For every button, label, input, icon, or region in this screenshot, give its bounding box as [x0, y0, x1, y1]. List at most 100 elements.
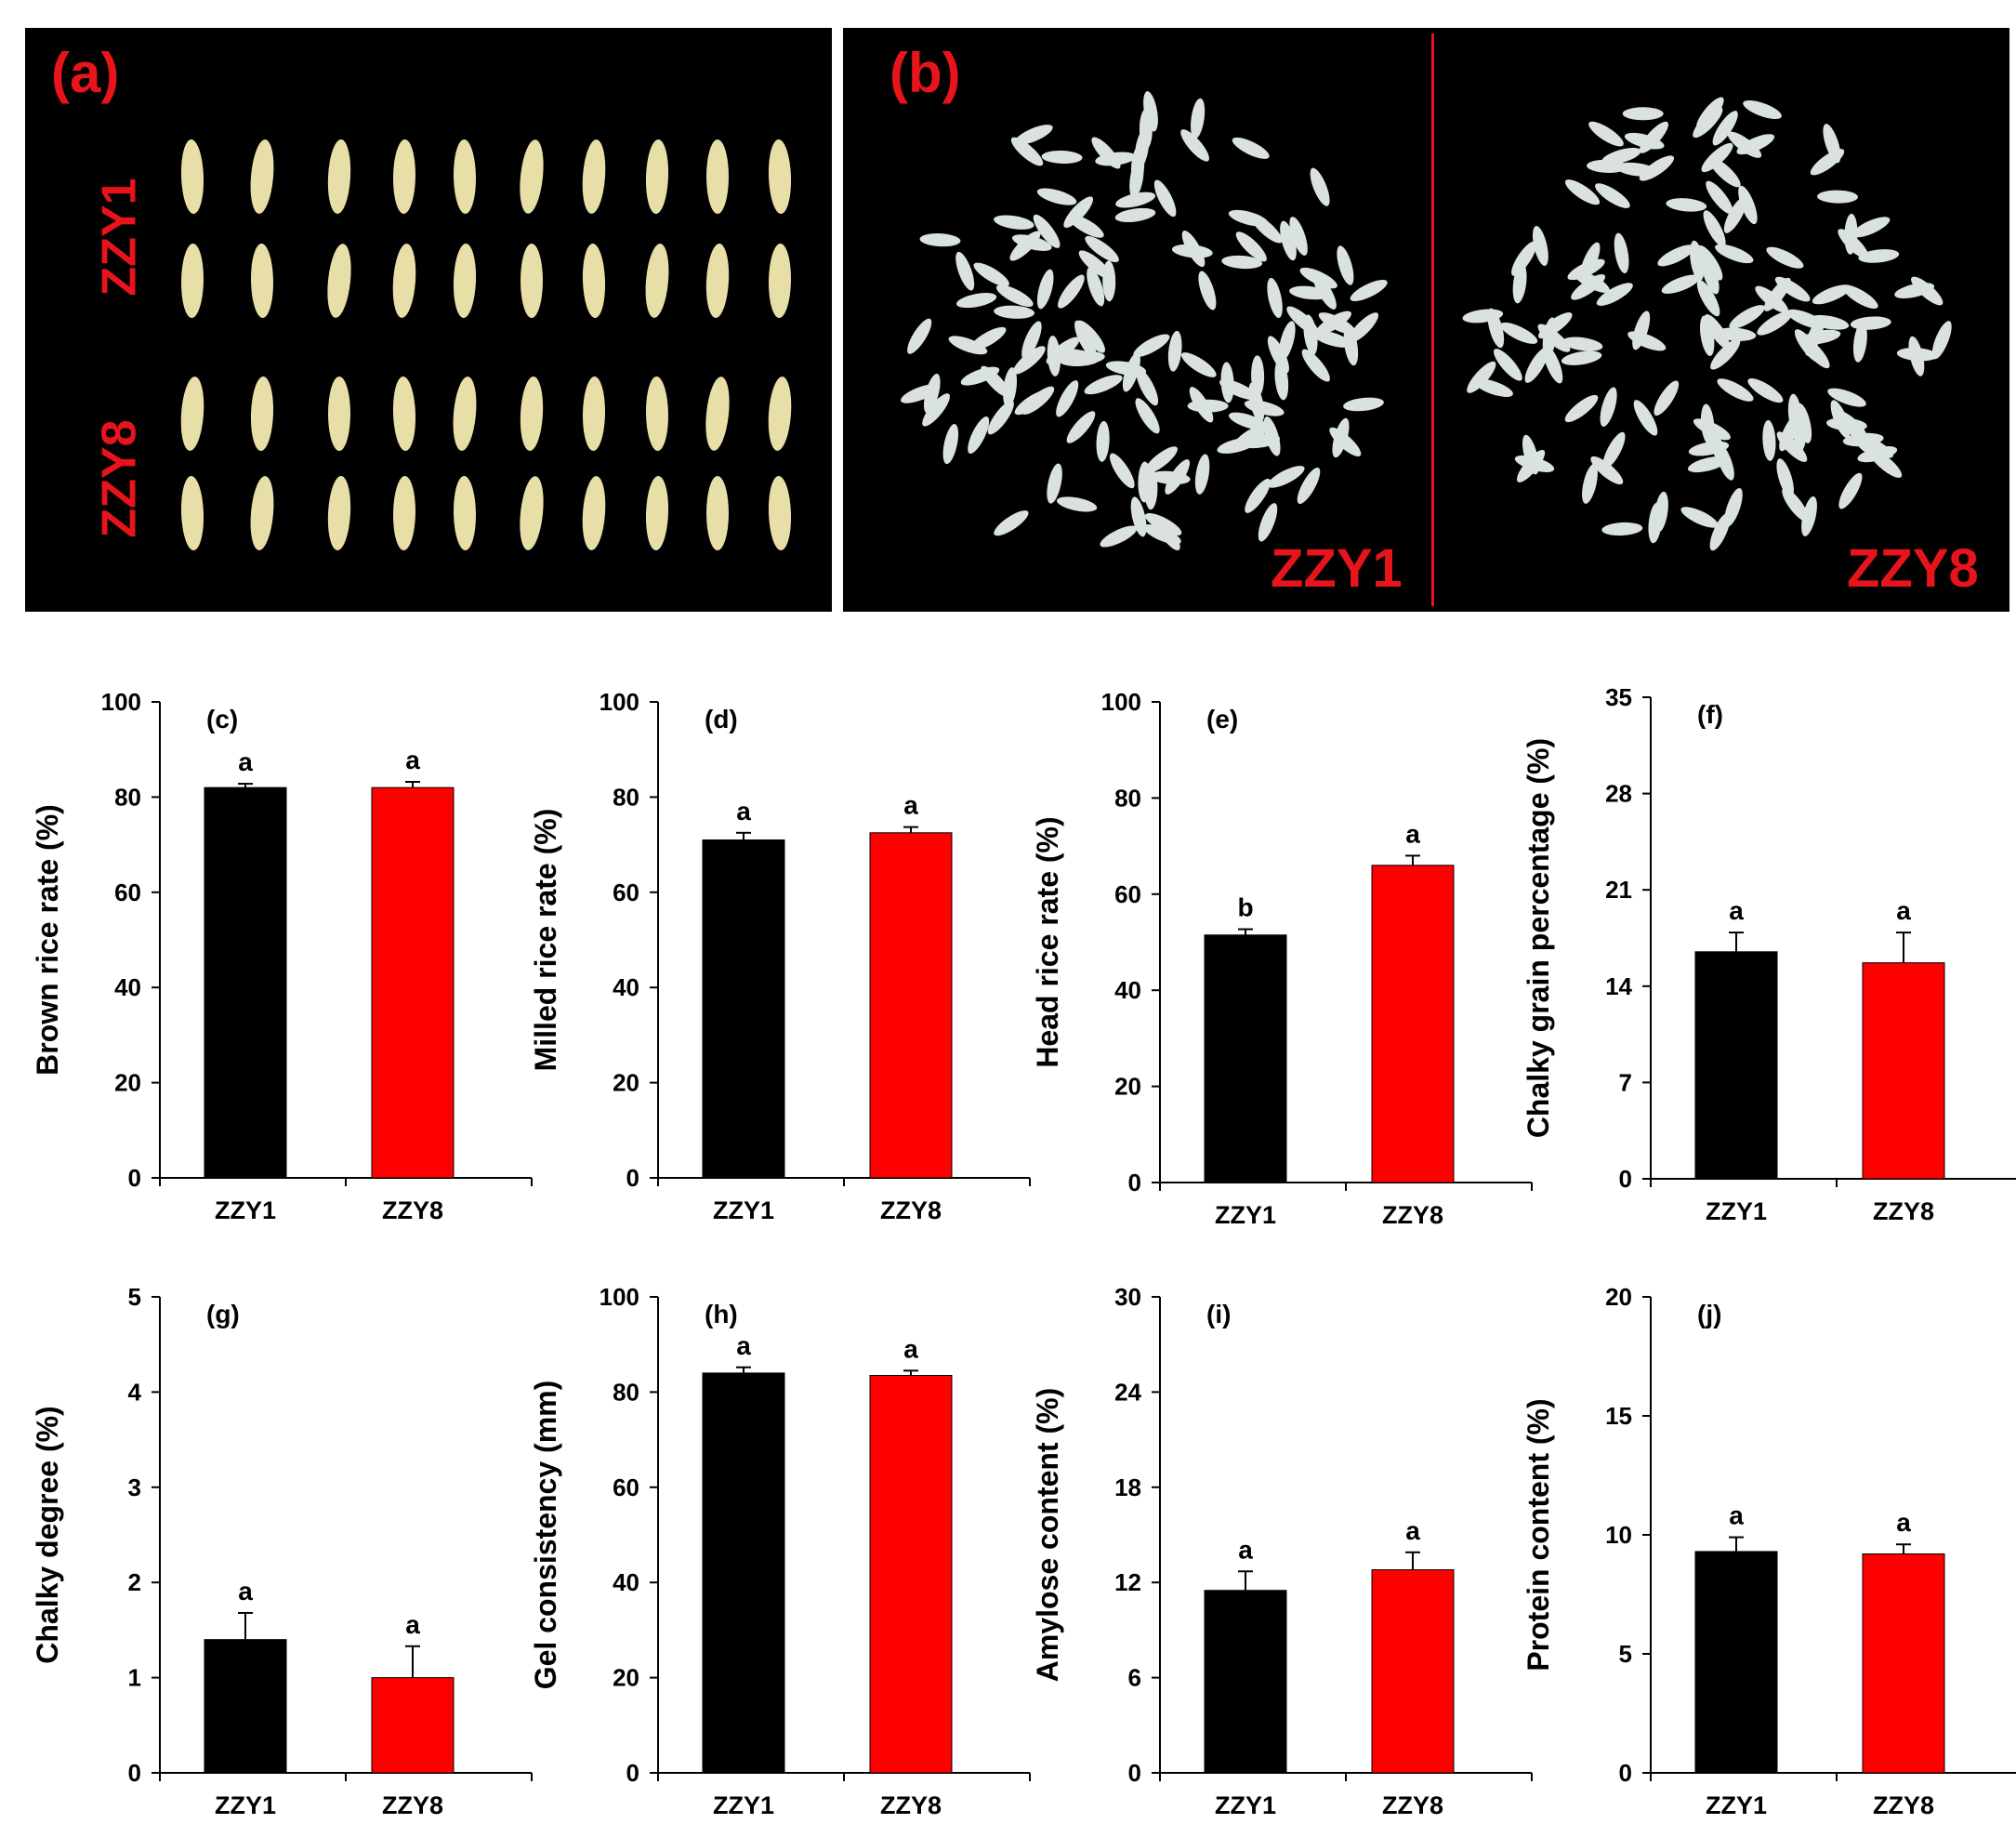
bar-zzy1 — [204, 1639, 287, 1774]
brown-rice-grain — [392, 244, 416, 318]
milled-rice-grain — [1135, 398, 1160, 434]
photo-panel-a: (a) ZZY1 ZZY8 — [25, 28, 832, 612]
bar-zzy8 — [371, 786, 455, 1179]
panel-b-divider — [1431, 33, 1434, 606]
milled-rice-grain — [1695, 97, 1724, 130]
y-axis-label: Milled rice rate (%) — [529, 809, 562, 1072]
milled-rice-grain — [1701, 142, 1733, 173]
brown-rice-grain — [453, 377, 477, 451]
milled-rice-grain — [1153, 179, 1177, 218]
y-tick-label: 80 — [613, 1378, 639, 1406]
milled-rice-grain — [1056, 496, 1098, 512]
panel-label: (f) — [1697, 700, 1723, 729]
panel-label: (h) — [705, 1300, 738, 1328]
y-tick-label: 20 — [1114, 1073, 1141, 1101]
milled-rice-grain — [1267, 277, 1283, 318]
milled-rice-grain — [1138, 461, 1152, 503]
milled-rice-grain — [1633, 400, 1658, 436]
y-tick-label: 0 — [128, 1759, 141, 1787]
milled-rice-grain — [1343, 397, 1384, 412]
milled-rice-grain — [1021, 321, 1042, 360]
milled-rice-grains — [901, 91, 1952, 551]
significance-letter: a — [405, 1610, 420, 1639]
milled-rice-grain — [1063, 196, 1094, 228]
bar-zzy1 — [1204, 934, 1287, 1183]
bar-zzy8 — [869, 1374, 953, 1774]
x-tick-label: ZZY8 — [880, 1791, 942, 1819]
brown-rice-grain — [706, 139, 729, 214]
y-tick-label: 24 — [1114, 1378, 1141, 1406]
milled-rice-grain — [1084, 375, 1123, 395]
milled-rice-grain — [994, 215, 1034, 230]
milled-rice-grain — [1095, 152, 1136, 166]
milled-rice-grain — [1786, 309, 1825, 329]
brown-rice-grain — [392, 377, 416, 451]
milled-rice-grain — [1801, 496, 1817, 536]
x-tick-label: ZZY1 — [1706, 1791, 1767, 1819]
chart-i: 0 6 12 18 24 30 Amylose content (%) (i) a ZZY1 a ZZ… — [1031, 1283, 1533, 1819]
y-axis-label: Brown rice rate (%) — [31, 804, 64, 1076]
milled-rice-grain — [1600, 387, 1617, 427]
y-tick-label: 100 — [600, 1283, 639, 1311]
x-tick-label: ZZY8 — [1873, 1791, 1934, 1819]
y-tick-label: 30 — [1114, 1283, 1141, 1311]
bar-zzy1 — [1694, 1551, 1778, 1774]
chart-e: 0 20 40 60 80 100 Head rice rate (%) (e) b ZZY1 a Z… — [1031, 688, 1533, 1229]
brown-rice-grain — [392, 476, 416, 550]
brown-rice-grain — [768, 244, 792, 318]
milled-rice-grain — [1595, 183, 1630, 208]
milled-rice-grain — [1700, 403, 1715, 445]
x-tick-label: ZZY1 — [713, 1791, 774, 1819]
milled-rice-grain — [1666, 198, 1707, 212]
brown-rice-grain — [392, 139, 416, 214]
x-tick-label: ZZY1 — [713, 1196, 774, 1224]
y-tick-label: 14 — [1605, 972, 1632, 1000]
brown-rice-grain — [328, 377, 350, 451]
significance-letter: a — [736, 797, 751, 826]
chart-j: 0 5 10 15 20 Protein content (%) (j) a ZZY1 a ZZY8 — [1522, 1283, 2016, 1819]
milled-rice-grain — [1776, 458, 1794, 498]
bar-zzy1 — [702, 839, 785, 1179]
panel-label: (g) — [206, 1300, 240, 1328]
significance-letter: a — [1405, 819, 1420, 848]
milled-rice-grain — [1762, 419, 1776, 461]
brown-rice-grain — [250, 377, 274, 451]
brown-rice-grain — [520, 476, 544, 550]
milled-rice-grain — [1297, 467, 1321, 505]
brown-rice-grain — [250, 476, 274, 550]
milled-rice-grain — [1796, 403, 1812, 443]
y-tick-label: 0 — [1619, 1759, 1632, 1787]
milled-rice-grain — [1561, 337, 1603, 351]
milled-rice-grain — [1014, 125, 1053, 145]
y-tick-label: 2 — [128, 1568, 141, 1596]
y-tick-label: 100 — [1101, 688, 1141, 716]
significance-letter: b — [1237, 893, 1253, 922]
brown-rice-grain — [250, 139, 274, 214]
x-tick-label: ZZY1 — [1706, 1197, 1767, 1225]
bar-zzy1 — [1694, 951, 1778, 1180]
milled-rice-grain — [1743, 100, 1782, 119]
milled-rice-grain — [1310, 167, 1330, 206]
chart-f: 0 7 14 21 28 35 Chalky grain percentage (%) (f)… — [1522, 683, 2016, 1225]
milled-rice-grain — [1136, 368, 1159, 406]
brown-rice-grain — [250, 244, 274, 318]
y-tick-label: 5 — [1619, 1640, 1632, 1668]
y-tick-label: 28 — [1605, 780, 1632, 808]
milled-rice-grain — [1602, 431, 1626, 469]
milled-rice-grain — [1036, 269, 1054, 310]
milled-rice-grain — [1680, 507, 1719, 528]
significance-letter: a — [903, 791, 918, 820]
x-tick-label: ZZY8 — [1873, 1197, 1934, 1225]
bar-zzy8 — [1371, 865, 1455, 1183]
y-axis-label: Head rice rate (%) — [1031, 816, 1064, 1067]
milled-rice-grain — [1738, 185, 1758, 225]
milled-rice-grain — [1311, 330, 1351, 348]
y-tick-label: 0 — [1619, 1165, 1632, 1193]
y-tick-label: 40 — [1114, 976, 1141, 1004]
y-tick-label: 1 — [128, 1664, 141, 1692]
brown-rice-grain — [645, 139, 669, 214]
milled-rice-grain — [1588, 121, 1624, 147]
panel-label: (c) — [206, 705, 238, 733]
milled-rice-grain — [1274, 359, 1289, 401]
milled-rice-grain — [942, 424, 959, 465]
